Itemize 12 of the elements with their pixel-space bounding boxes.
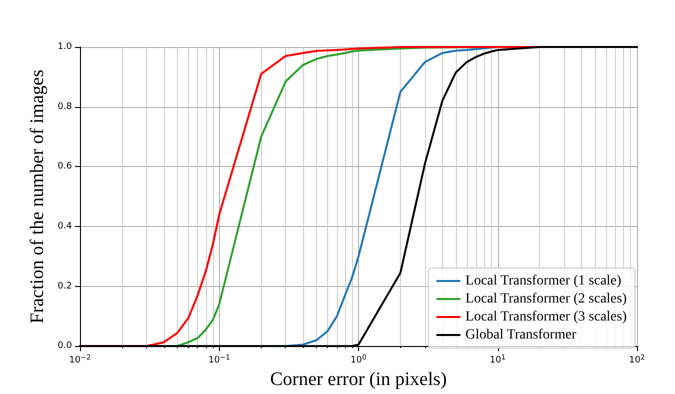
legend-label: Local Transformer (2 scales) (465, 292, 628, 306)
y-tick-label: 0.4 (58, 221, 72, 232)
y-axis-title: Fraction of the number of images (26, 70, 48, 324)
y-tick-label: 0.8 (58, 102, 72, 112)
y-tick-label: 1.0 (58, 42, 72, 52)
legend-label: Local Transformer (1 scale) (465, 274, 622, 288)
y-tick-label: 0.0 (58, 341, 72, 352)
x-axis-title: Corner error (in pixels) (270, 369, 447, 390)
y-tick-label: 0.2 (58, 281, 72, 292)
legend-label: Global Transformer (465, 328, 577, 342)
legend-label: Local Transformer (3 scales) (465, 310, 628, 324)
y-tick-label: 0.6 (58, 162, 72, 172)
